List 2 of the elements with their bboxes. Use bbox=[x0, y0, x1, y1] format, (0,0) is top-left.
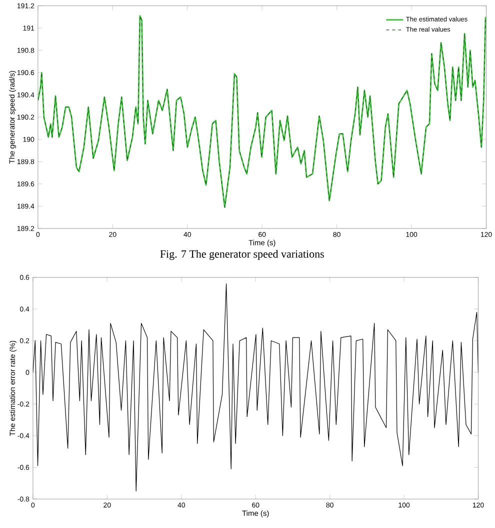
caption: Fig. 7 The generator speed variations bbox=[160, 250, 324, 260]
line-series bbox=[32, 283, 478, 492]
